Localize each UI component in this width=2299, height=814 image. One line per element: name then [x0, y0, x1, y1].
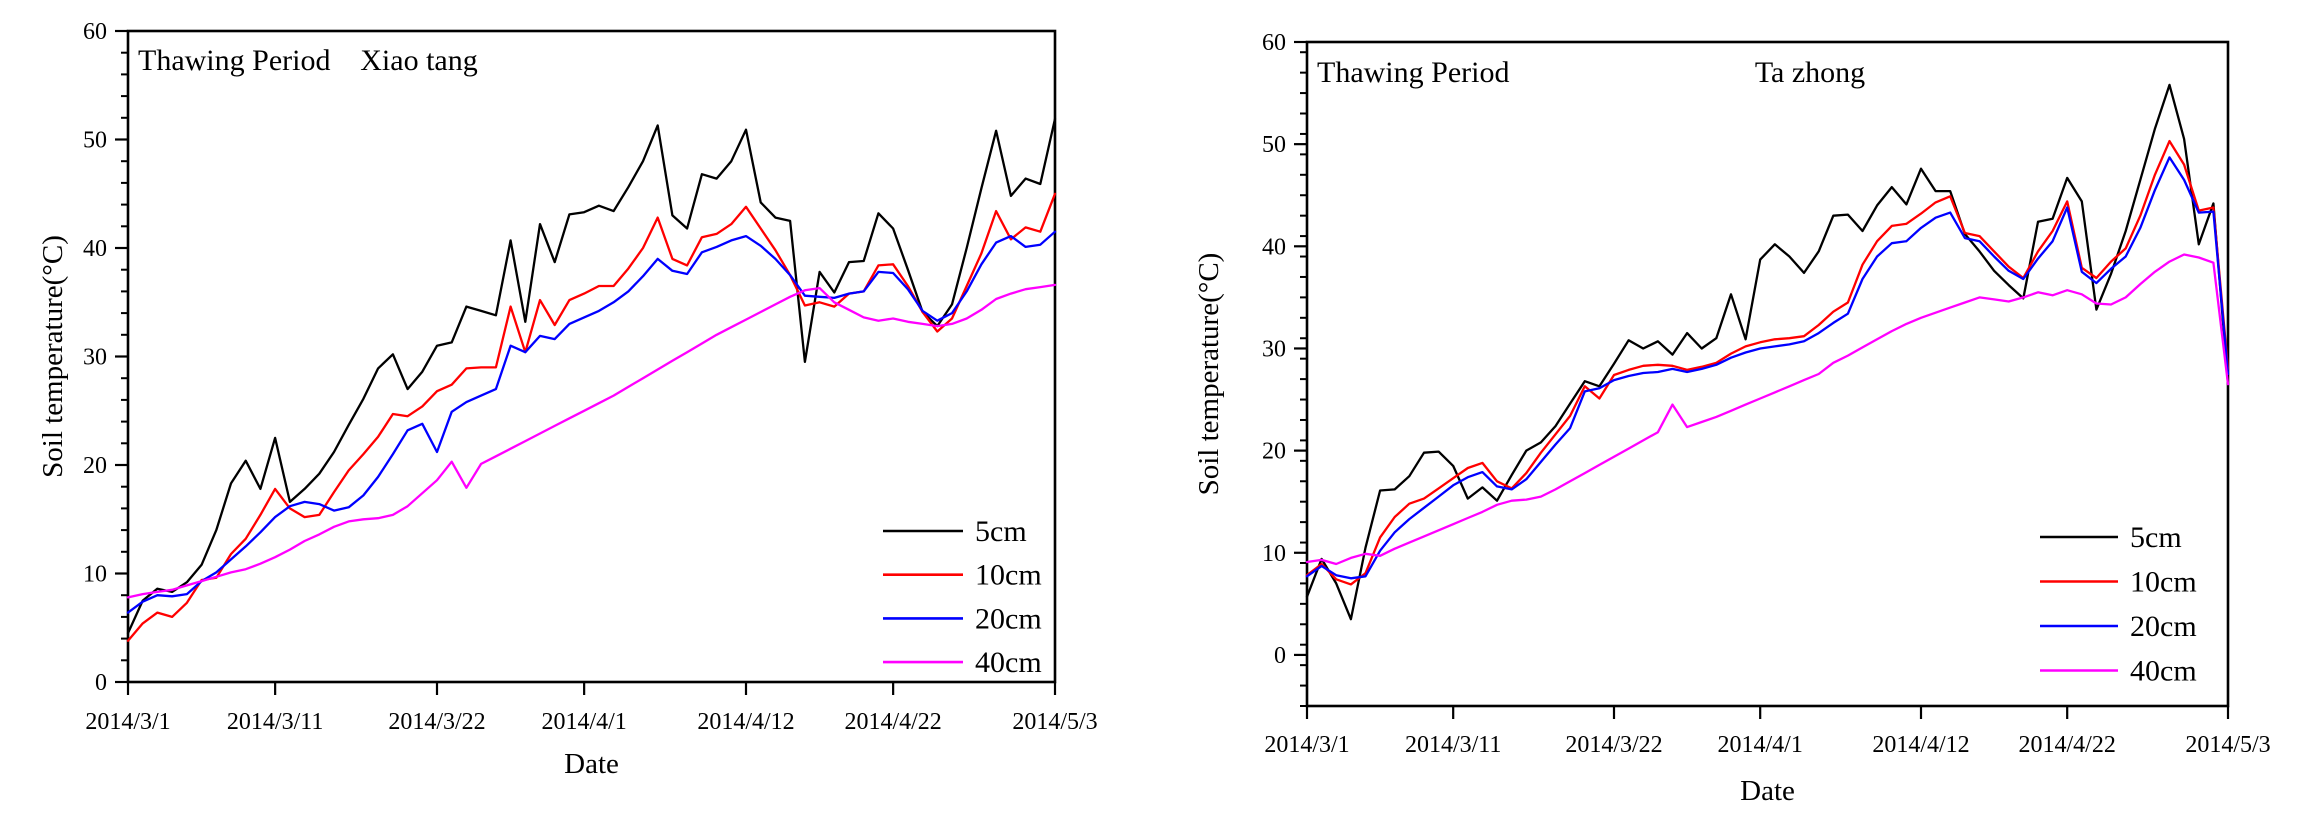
legend-item-10cm: 10cm: [2040, 566, 2197, 599]
x-tick-label-2014-4-1: 2014/4/1: [541, 709, 626, 735]
legend-label-20cm: 20cm: [975, 602, 1042, 635]
x-tick-label-2014-4-12: 2014/4/12: [1872, 732, 1969, 758]
plot-border: [126, 29, 1057, 684]
legend: 5cm 10cm 20cm 40cm: [883, 515, 1042, 679]
legend-label-10cm: 10cm: [975, 559, 1042, 592]
legend-label-20cm: 20cm: [2130, 610, 2197, 643]
y-tick-label-10: 10: [83, 562, 107, 588]
series-line-20cm: [1305, 156, 2230, 580]
y-tick-label-0: 0: [95, 670, 107, 696]
legend-label-10cm: 10cm: [2130, 566, 2197, 599]
plot-border: [1305, 40, 2230, 708]
series-line-5cm: [126, 117, 1057, 635]
chart-panel-ta-zhong: 0 10 20 30 40 50 60 2014/3/1 2014/3/11 2014/3/22 2…: [1193, 30, 2271, 807]
x-tick-label-2014-5-3: 2014/5/3: [1012, 709, 1097, 735]
legend-item-40cm: 40cm: [883, 646, 1042, 679]
legend-item-5cm: 5cm: [883, 515, 1027, 548]
y-tick-label-50: 50: [1262, 132, 1286, 158]
y-tick-label-0: 0: [1274, 643, 1286, 669]
y-tick-label-10: 10: [1262, 541, 1286, 567]
x-tick-label-2014-4-22: 2014/4/22: [844, 709, 941, 735]
y-tick-label-60: 60: [83, 19, 107, 45]
legend-label-5cm: 5cm: [2130, 521, 2182, 554]
y-tick-label-60: 60: [1262, 30, 1286, 56]
series-line-5cm: [1305, 83, 2230, 621]
y-tick-label-50: 50: [83, 128, 107, 154]
x-tick-label-2014-3-11: 2014/3/11: [227, 709, 323, 735]
x-tick-label-2014-3-1: 2014/3/1: [85, 709, 170, 735]
thawing-period-annotation: Thawing Period: [138, 44, 330, 77]
legend-item-40cm: 40cm: [2040, 655, 2197, 688]
y-tick-label-20: 20: [83, 453, 107, 479]
x-tick-label-2014-3-11: 2014/3/11: [1405, 732, 1501, 758]
x-tick-label-2014-3-22: 2014/3/22: [388, 709, 485, 735]
y-tick-label-30: 30: [83, 345, 107, 371]
legend-item-5cm: 5cm: [2040, 521, 2182, 554]
series-line-40cm: [126, 283, 1057, 599]
series-line-40cm: [1305, 253, 2230, 566]
legend-label-40cm: 40cm: [2130, 655, 2197, 688]
legend-item-20cm: 20cm: [2040, 610, 2197, 643]
chart-panel-xiao-tang: 0 10 20 30 40 50 60 2014/3/1 2014/3/11 2014/3/22 2…: [37, 19, 1098, 780]
x-tick-label-2014-4-1: 2014/4/1: [1718, 732, 1803, 758]
x-tick-label-2014-4-22: 2014/4/22: [2019, 732, 2116, 758]
y-axis-label: Soil temperature(°C): [37, 235, 69, 478]
x-axis-label: Date: [1740, 775, 1795, 807]
y-tick-label-30: 30: [1262, 336, 1286, 362]
y-tick-label-20: 20: [1262, 439, 1286, 465]
legend-item-10cm: 10cm: [883, 559, 1042, 592]
legend: 5cm 10cm 20cm 40cm: [2040, 521, 2197, 688]
y-tick-label-40: 40: [1262, 234, 1286, 260]
thawing-period-annotation: Thawing Period: [1317, 56, 1509, 89]
chart-title: Xiao tang: [360, 44, 477, 77]
series-line-10cm: [126, 192, 1057, 642]
legend-label-5cm: 5cm: [975, 515, 1027, 548]
series-line-20cm: [126, 230, 1057, 614]
x-tick-label-2014-4-12: 2014/4/12: [697, 709, 794, 735]
legend-label-40cm: 40cm: [975, 646, 1042, 679]
y-axis-label: Soil temperature(°C): [1193, 253, 1225, 496]
x-tick-label-2014-3-1: 2014/3/1: [1264, 732, 1349, 758]
series-line-10cm: [1305, 139, 2230, 586]
x-tick-label-2014-3-22: 2014/3/22: [1565, 732, 1662, 758]
x-tick-label-2014-5-3: 2014/5/3: [2185, 732, 2270, 758]
x-axis-label: Date: [564, 748, 619, 780]
chart-title: Ta zhong: [1755, 56, 1865, 89]
legend-item-20cm: 20cm: [883, 602, 1042, 635]
y-tick-label-40: 40: [83, 236, 107, 262]
